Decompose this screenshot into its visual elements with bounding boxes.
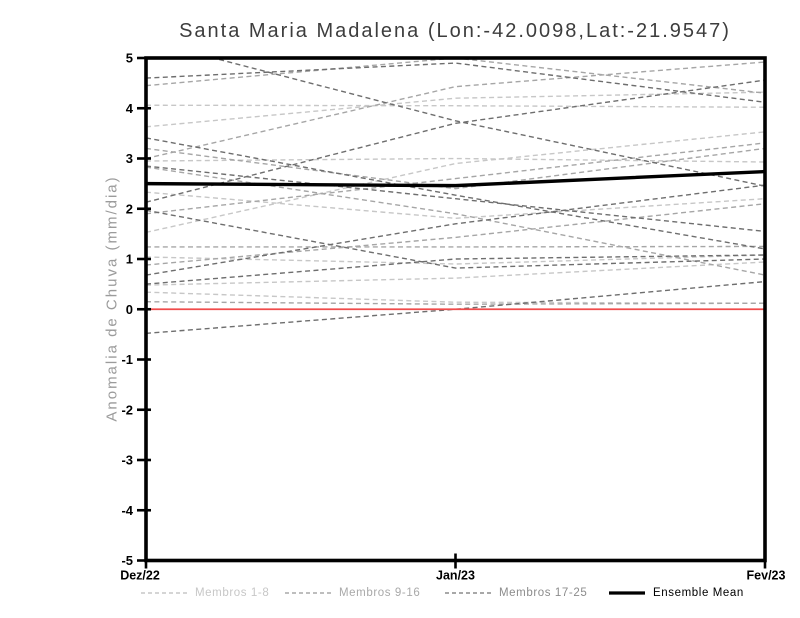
member-line: [146, 58, 765, 94]
legend-item: Membros 9-16: [284, 585, 420, 601]
member-line: [146, 104, 765, 108]
y-tick-label: -3: [121, 453, 133, 468]
member-line: [146, 61, 765, 160]
x-tick-label: Dez/22: [120, 569, 160, 583]
ensemble-mean-line: [146, 169, 765, 188]
legend-item-label: Membros 17-25: [499, 587, 588, 599]
member-line: [146, 209, 765, 269]
member-line: [146, 203, 765, 266]
member-line: [146, 62, 765, 103]
x-tick-label: Fev/23: [747, 569, 786, 583]
legend-item: Membros 17-25: [444, 585, 587, 601]
legend-item: Membros 1-8: [140, 585, 269, 601]
member-line: [146, 245, 765, 248]
legend-solid-line-sample: [609, 591, 645, 595]
member-line: [146, 91, 765, 128]
member-line: [210, 58, 765, 187]
legend-dashed-line-sample: [141, 592, 187, 594]
y-tick-label: 4: [126, 101, 134, 116]
legend-dashed-line-sample: [445, 592, 491, 594]
member-line: [146, 165, 765, 233]
legend-item: Ensemble Mean: [608, 585, 744, 601]
member-line: [146, 301, 765, 305]
y-tick-label: -2: [121, 402, 133, 417]
y-tick-label: -1: [121, 352, 133, 367]
member-line: [146, 191, 765, 219]
x-tick-label: Jan/23: [436, 569, 475, 583]
y-tick-label: 1: [126, 252, 133, 267]
member-line: [146, 254, 765, 265]
member-line: [146, 79, 765, 203]
legend-item-label: Membros 9-16: [339, 587, 421, 599]
member-line: [146, 254, 765, 285]
member-line: [146, 280, 765, 335]
legend-item-label: Membros 1-8: [195, 587, 270, 599]
plot-lines-group: [146, 58, 765, 335]
member-line: [146, 131, 765, 234]
y-tick-label: 2: [126, 201, 133, 216]
y-tick-label: 3: [126, 151, 133, 166]
member-line: [146, 157, 765, 163]
member-line: [146, 137, 765, 250]
member-line: [146, 291, 765, 304]
y-tick-label: 0: [126, 302, 133, 317]
legend-dashed-line-sample: [285, 592, 331, 594]
member-line: [146, 142, 765, 215]
chart-title: Santa Maria Madalena (Lon:-42.0098,Lat:-…: [179, 20, 731, 42]
y-tick-label: -5: [121, 553, 133, 568]
member-line: [146, 184, 765, 276]
y-tick-label: -4: [121, 503, 133, 518]
legend-item-label: Ensemble Mean: [653, 587, 744, 599]
legend: Membros 1-8 Membros 9-16 Membros 17-25 Ense…: [0, 585, 800, 605]
member-line: [146, 261, 765, 286]
member-line: [146, 147, 765, 190]
y-tick-label: 5: [126, 51, 133, 66]
